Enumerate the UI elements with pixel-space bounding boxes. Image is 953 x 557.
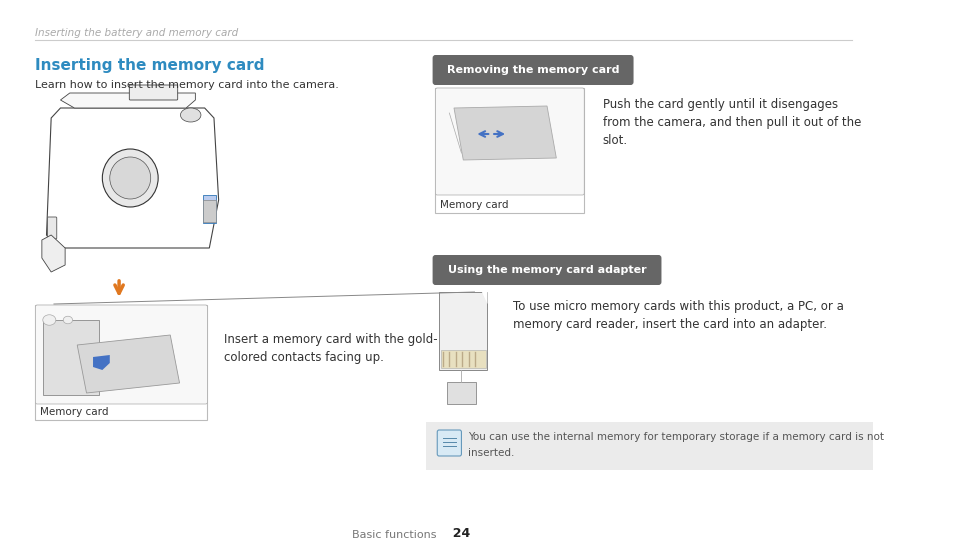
Text: slot.: slot. <box>602 134 627 147</box>
FancyBboxPatch shape <box>39 98 220 273</box>
FancyBboxPatch shape <box>203 195 215 223</box>
FancyBboxPatch shape <box>43 320 98 395</box>
FancyBboxPatch shape <box>438 292 487 370</box>
FancyBboxPatch shape <box>432 55 633 85</box>
Text: Learn how to insert the memory card into the camera.: Learn how to insert the memory card into… <box>35 80 339 90</box>
Text: Inserting the battery and memory card: Inserting the battery and memory card <box>35 28 238 38</box>
Text: Removing the memory card: Removing the memory card <box>446 65 618 75</box>
Text: from the camera, and then pull it out of the: from the camera, and then pull it out of… <box>602 116 861 129</box>
Text: 24: 24 <box>443 527 470 540</box>
FancyBboxPatch shape <box>35 305 207 404</box>
Polygon shape <box>77 335 179 393</box>
FancyBboxPatch shape <box>130 85 177 100</box>
Text: colored contacts facing up.: colored contacts facing up. <box>224 351 384 364</box>
Text: inserted.: inserted. <box>468 448 514 458</box>
Text: Memory card: Memory card <box>40 407 109 417</box>
Text: Insert a memory card with the gold-: Insert a memory card with the gold- <box>224 333 437 346</box>
FancyBboxPatch shape <box>48 217 56 239</box>
Ellipse shape <box>180 108 201 122</box>
Polygon shape <box>60 93 195 108</box>
Ellipse shape <box>102 149 158 207</box>
Ellipse shape <box>110 157 151 199</box>
Text: Basic functions: Basic functions <box>352 530 443 540</box>
Text: Memory card: Memory card <box>439 200 508 210</box>
Polygon shape <box>203 200 215 222</box>
Text: Using the memory card adapter: Using the memory card adapter <box>447 265 646 275</box>
FancyBboxPatch shape <box>432 255 660 285</box>
Text: Push the card gently until it disengages: Push the card gently until it disengages <box>602 98 837 111</box>
FancyBboxPatch shape <box>435 88 583 195</box>
Ellipse shape <box>63 316 72 324</box>
FancyBboxPatch shape <box>436 430 461 456</box>
Polygon shape <box>47 108 218 248</box>
FancyBboxPatch shape <box>35 305 207 420</box>
Polygon shape <box>454 106 556 160</box>
Polygon shape <box>474 292 487 304</box>
Text: Inserting the memory card: Inserting the memory card <box>35 58 265 73</box>
FancyBboxPatch shape <box>435 88 583 213</box>
Ellipse shape <box>43 315 56 325</box>
Text: You can use the internal memory for temporary storage if a memory card is not: You can use the internal memory for temp… <box>468 432 883 442</box>
Polygon shape <box>42 235 65 272</box>
Text: memory card reader, insert the card into an adapter.: memory card reader, insert the card into… <box>512 318 825 331</box>
FancyBboxPatch shape <box>446 382 476 404</box>
FancyBboxPatch shape <box>426 422 872 470</box>
Polygon shape <box>93 355 110 370</box>
Text: To use micro memory cards with this product, a PC, or a: To use micro memory cards with this prod… <box>512 300 842 313</box>
FancyBboxPatch shape <box>440 350 485 368</box>
